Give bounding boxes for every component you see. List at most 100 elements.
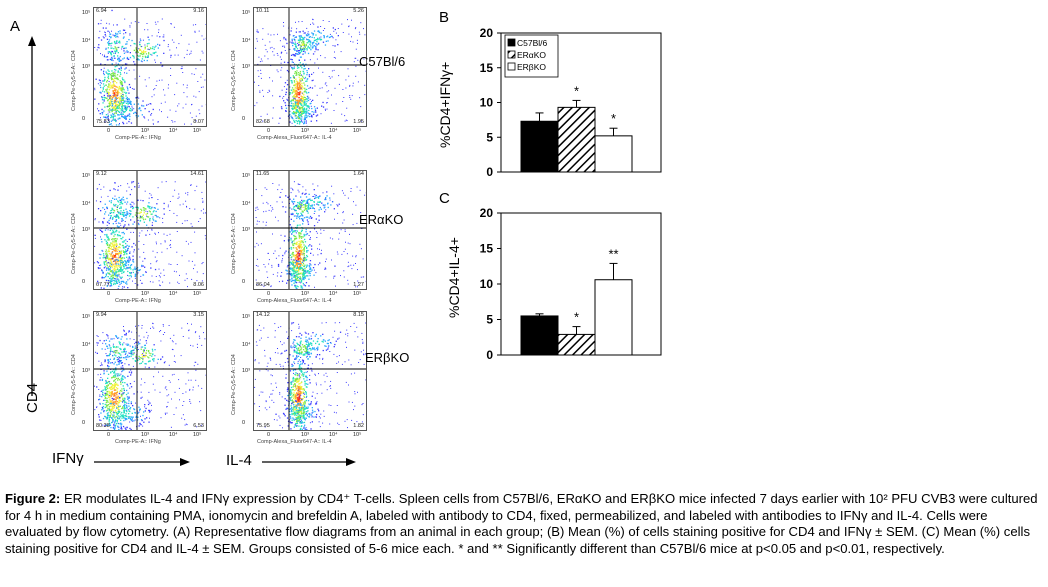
legend-label-0: C57Bl/6 bbox=[517, 38, 548, 48]
quadrant-lr-value: 1.82 bbox=[353, 422, 364, 429]
ifng-x-axis-label: Comp-PE-A:: IFNg bbox=[115, 135, 161, 141]
y-tick-label: 15 bbox=[480, 242, 494, 256]
y-tick-label: 10⁴ bbox=[82, 38, 91, 44]
legend-label-2: ERβKO bbox=[517, 62, 546, 72]
ifng-axis-arrow bbox=[94, 458, 190, 466]
quadrant-ul-value: 14.12 bbox=[256, 312, 270, 318]
quadrant-lr-value: 8.06 bbox=[193, 281, 204, 288]
x-tick-label: 0 bbox=[267, 432, 271, 438]
y-tick-label: 10 bbox=[480, 96, 494, 110]
y-tick-label: 0 bbox=[242, 279, 246, 285]
ifng-x-axis-label: Comp-PE-A:: IFNg bbox=[115, 298, 161, 304]
panel-b-chart: 0 5 10 15 20 * * C57Bl/6 ERαKO ERβKO bbox=[480, 26, 662, 179]
x-tick-label: 10³ bbox=[301, 291, 309, 297]
y-tick-label: 10³ bbox=[242, 368, 250, 374]
y-tick-label: 10⁴ bbox=[242, 38, 251, 44]
panel-c-letter: C bbox=[439, 190, 450, 207]
x-tick-label: 10⁵ bbox=[193, 291, 202, 297]
legend-swatch-1 bbox=[507, 50, 516, 59]
flow-y-axis-label: Comp-Pe-Cy5-5-A:: CD4 bbox=[231, 354, 237, 415]
group-label-c57: C57Bl/6 bbox=[359, 54, 406, 69]
significance-marker-2: * bbox=[611, 111, 616, 126]
x-tick-label: 10³ bbox=[301, 432, 309, 438]
y-tick-label: 20 bbox=[480, 206, 494, 220]
x-tick-label: 10³ bbox=[141, 128, 149, 134]
x-tick-label: 10³ bbox=[141, 432, 149, 438]
x-tick-label: 10³ bbox=[141, 291, 149, 297]
quadrant-ur-value: 3.15 bbox=[193, 312, 204, 318]
quadrant-lr-value: 1.95 bbox=[353, 118, 364, 125]
y-tick-label: 10³ bbox=[242, 64, 250, 70]
y-tick-label: 10⁵ bbox=[82, 173, 91, 179]
y-tick-label: 10⁵ bbox=[82, 314, 91, 320]
x-tick-label: 10⁴ bbox=[329, 128, 338, 134]
quadrant-ll-value: 86.04 bbox=[256, 281, 270, 288]
x-tick-label: 0 bbox=[267, 291, 271, 297]
il4-x-axis-label: Comp-Alexa_Fluor647-A:: IL-4 bbox=[257, 298, 332, 304]
quadrant-ll-value: 82.68 bbox=[256, 118, 270, 125]
y-tick-label: 5 bbox=[486, 130, 493, 144]
x-tick-label: 10⁵ bbox=[193, 128, 202, 134]
ifng-x-axis-label: Comp-PE-A:: IFNg bbox=[115, 439, 161, 445]
significance-marker-1: * bbox=[574, 310, 579, 325]
x-tick-label: 10⁵ bbox=[353, 291, 362, 297]
significance-marker-2: ** bbox=[608, 246, 618, 261]
y-tick-label: 15 bbox=[480, 61, 494, 75]
quadrant-ll-value: 75.83 bbox=[96, 118, 110, 125]
il4-axis-arrow bbox=[262, 458, 356, 466]
legend-swatch-2 bbox=[507, 62, 516, 71]
il4-x-axis-label: Comp-Alexa_Fluor647-A:: IL-4 bbox=[257, 135, 332, 141]
il4-flow-plot-0: 10.11 5.26 82.68 1.95 bbox=[253, 7, 367, 127]
bar-2 bbox=[594, 279, 633, 356]
panel-b-ylabel: %CD4+IFNγ+ bbox=[437, 61, 453, 148]
panel-b-letter: B bbox=[439, 9, 450, 26]
legend-label-1: ERαKO bbox=[517, 50, 546, 60]
bar-1 bbox=[557, 106, 596, 173]
y-tick-label: 10⁴ bbox=[82, 342, 91, 348]
y-tick-label: 0 bbox=[486, 348, 493, 362]
flow-y-axis-label: Comp-Pe-Cy5-5-A:: CD4 bbox=[71, 354, 77, 415]
quadrant-ul-value: 9.94 bbox=[96, 312, 107, 318]
x-tick-label: 10⁴ bbox=[169, 432, 178, 438]
x-tick-label: 0 bbox=[107, 128, 111, 134]
y-tick-label: 10³ bbox=[82, 227, 90, 233]
y-tick-label: 0 bbox=[486, 165, 493, 179]
bar-1 bbox=[557, 333, 596, 356]
x-tick-label: 10⁵ bbox=[353, 432, 362, 438]
panel-a-letter: A bbox=[10, 18, 21, 35]
y-tick-label: 0 bbox=[82, 420, 86, 426]
x-tick-label: 10⁵ bbox=[353, 128, 362, 134]
bar-0 bbox=[520, 120, 559, 173]
quadrant-lr-value: 6.53 bbox=[193, 422, 204, 429]
y-tick-label: 10⁵ bbox=[242, 10, 251, 16]
caption-label: Figure 2: bbox=[5, 491, 61, 506]
quadrant-ul-value: 11.65 bbox=[256, 171, 270, 177]
y-tick-label: 0 bbox=[242, 116, 246, 122]
y-tick-label: 5 bbox=[486, 313, 493, 327]
flow-y-axis-label: Comp-Pe-Cy5-5-A:: CD4 bbox=[231, 50, 237, 111]
quadrant-ul-value: 6.94 bbox=[96, 8, 107, 14]
x-tick-label: 0 bbox=[267, 128, 271, 134]
il4-axis-label: IL-4 bbox=[226, 452, 252, 469]
legend-swatch-0 bbox=[507, 38, 516, 47]
y-tick-label: 10³ bbox=[82, 64, 90, 70]
y-tick-label: 10⁵ bbox=[242, 173, 251, 179]
y-tick-label: 20 bbox=[480, 26, 494, 40]
ifng-flow-plot-2: 9.94 3.15 80.38 6.53 bbox=[93, 311, 207, 431]
quadrant-ul-value: 10.11 bbox=[256, 8, 270, 14]
y-tick-label: 10⁵ bbox=[242, 314, 251, 320]
quadrant-ur-value: 9.16 bbox=[193, 8, 204, 14]
y-tick-label: 10⁴ bbox=[242, 201, 251, 207]
quadrant-lr-value: 1.27 bbox=[353, 281, 364, 288]
y-tick-label: 0 bbox=[242, 420, 246, 426]
x-tick-label: 0 bbox=[107, 432, 111, 438]
quadrant-lr-value: 8.07 bbox=[193, 118, 204, 125]
significance-marker-1: * bbox=[574, 83, 579, 98]
il4-flow-plot-2: 14.12 8.15 75.95 1.82 bbox=[253, 311, 367, 431]
x-tick-label: 0 bbox=[107, 291, 111, 297]
bar-2 bbox=[594, 135, 633, 173]
x-tick-label: 10⁴ bbox=[329, 291, 338, 297]
y-tick-label: 10⁴ bbox=[242, 342, 251, 348]
cd4-axis-arrow bbox=[28, 36, 36, 396]
